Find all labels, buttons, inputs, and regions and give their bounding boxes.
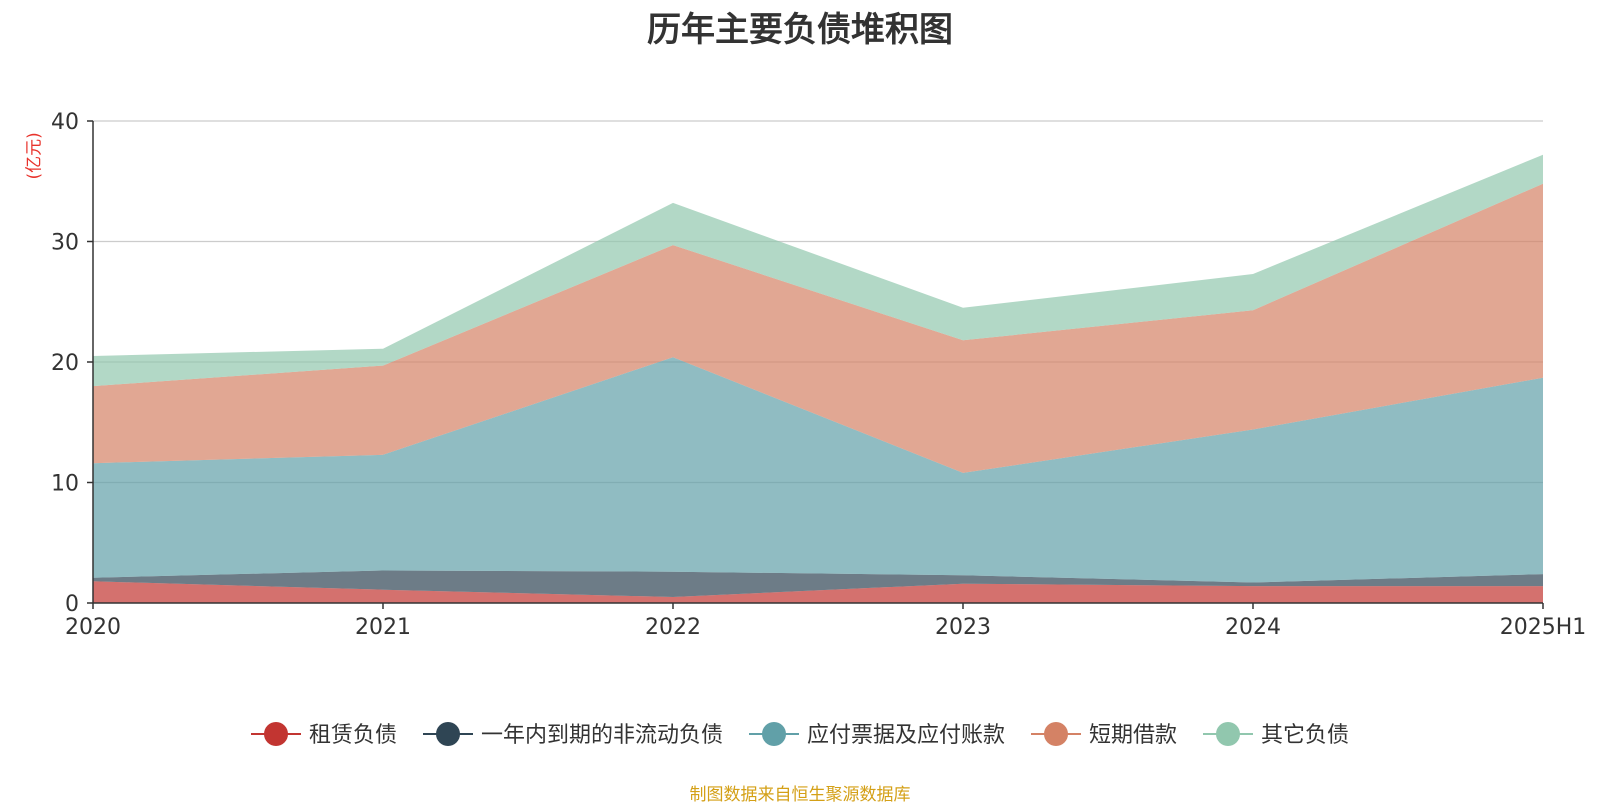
area-series-4 [93, 154, 1543, 387]
legend-item-3[interactable]: 短期借款 [1031, 722, 1177, 748]
legend-circle-marker [1216, 722, 1240, 746]
area-series-3 [93, 183, 1543, 473]
legend-circle-marker [264, 722, 288, 746]
y-tick-label: 40 [51, 110, 79, 135]
data-source-note: 制图数据来自恒生聚源数据库 [689, 785, 911, 805]
area-layer [93, 154, 1543, 603]
x-tick-label: 2021 [355, 615, 411, 640]
y-tick-label: 0 [65, 592, 79, 617]
legend-circle-marker [1044, 722, 1068, 746]
legend-circle-marker [762, 722, 786, 746]
y-tick-label: 30 [51, 231, 79, 256]
area-series-0 [93, 581, 1543, 603]
legend-label: 一年内到期的非流动负债 [481, 723, 723, 748]
legend-label: 短期借款 [1089, 723, 1177, 748]
y-tick-label: 10 [51, 472, 79, 497]
legend-item-0[interactable]: 租赁负债 [251, 722, 397, 748]
legend-item-4[interactable]: 其它负债 [1203, 722, 1349, 748]
x-tick-label: 2025H1 [1500, 615, 1587, 640]
legend-label: 租赁负债 [309, 723, 397, 748]
legend-item-1[interactable]: 一年内到期的非流动负债 [423, 722, 723, 748]
x-tick-label: 2022 [645, 615, 701, 640]
x-tick-label: 2023 [935, 615, 991, 640]
legend-label: 其它负债 [1261, 723, 1349, 748]
x-tick-label: 2020 [65, 615, 121, 640]
area-series-2 [93, 357, 1543, 583]
legend-item-2[interactable]: 应付票据及应付账款 [749, 722, 1005, 748]
legend[interactable]: 租赁负债 一年内到期的非流动负债 应付票据及应付账款 短期借款 其它负债 [251, 722, 1349, 748]
axis-layer: 0 10 20 30 40 2020 2021 2022 2023 2024 2025H1 [51, 110, 1586, 640]
legend-label: 应付票据及应付账款 [807, 723, 1005, 748]
x-tick-label: 2024 [1225, 615, 1281, 640]
area-series-1 [93, 570, 1543, 597]
chart-title: 历年主要负债堆积图 [647, 10, 953, 50]
legend-circle-marker [436, 722, 460, 746]
y-tick-label: 20 [51, 351, 79, 376]
